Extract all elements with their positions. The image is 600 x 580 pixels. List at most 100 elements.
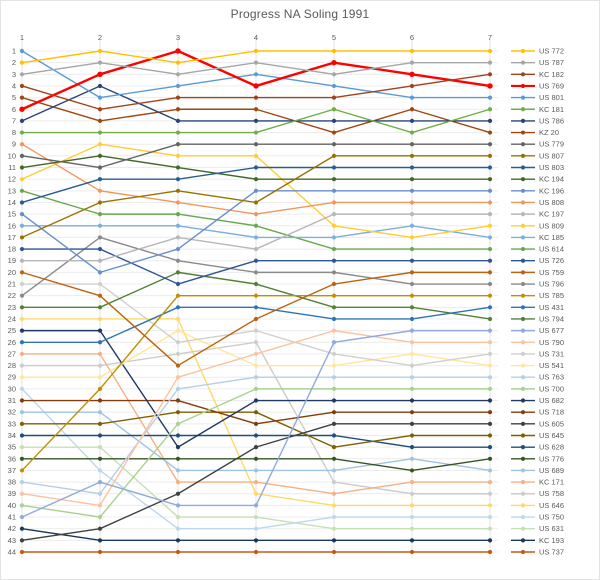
series-point-US-772-race-4 [253,48,259,54]
series-point-US-718-race-7 [487,410,493,415]
series-point-US-759-race-7 [487,270,493,275]
legend-item-label: US 689 [539,466,564,475]
series-point-US-809-race-3 [175,153,181,158]
legend-marker-icon [520,200,526,205]
series-point-US-809-race-4 [253,153,259,158]
series-point-US-803-race-4 [253,165,259,170]
rank-axis-label: 1 [12,47,16,56]
series-point-US-541-race-2 [97,375,103,380]
series-point-US-750-race-4 [253,526,259,531]
rank-axis-label: 5 [12,93,16,102]
series-point-US-759-race-3 [175,363,181,368]
series-point-US-431-race-5 [331,316,337,322]
series-point-US-614-race-4 [253,223,259,228]
series-point-US-605-race-2 [97,526,103,531]
series-point-US-646-race-6 [409,503,415,508]
series-point-US-808-race-6 [409,200,415,205]
legend-item-label: KC 194 [539,175,564,184]
series-point-US-646-race-5 [331,503,337,508]
series-point-US-779-race-7 [487,142,493,147]
series-point-KC-181-race-2 [97,130,103,135]
legend-item-label: KZ 20 [539,128,559,137]
series-point-US-628-race-7 [487,445,493,450]
series-point-US-808-race-3 [175,200,181,205]
series-point-KC-193-race-3 [175,538,181,543]
series-point-US-785-race-4 [253,293,259,298]
series-point-US-808-race-1 [19,142,25,147]
legend-marker-icon [520,363,526,368]
series-point-US-737-race-2 [97,549,103,555]
series-point-US-700-race-7 [487,386,493,391]
series-point-US-790-race-3 [175,375,181,380]
series-point-US-794-race-6 [409,305,415,310]
legend-marker-icon [520,177,526,182]
series-point-US-726-race-7 [487,258,493,263]
series-point-US-763-race-5 [331,375,337,380]
legend-marker-icon [520,83,526,89]
series-point-US-677-race-3 [175,503,181,508]
legend-item-label: US 605 [539,419,564,428]
legend-item-label: KC 181 [539,105,564,114]
series-point-US-801-race-3 [175,83,181,89]
legend-marker-icon [520,526,526,531]
series-point-US-809-race-6 [409,235,415,240]
series-point-US-787-race-2 [97,60,103,65]
series-point-US-541-race-7 [487,363,493,368]
series-point-US-737-race-5 [331,549,337,555]
series-point-KC-182-race-3 [175,95,181,100]
series-point-US-796-race-3 [175,258,181,263]
series-point-US-750-race-2 [97,468,103,473]
series-point-KC-182-race-5 [331,95,337,100]
series-point-KC-181-race-1 [19,130,25,135]
rank-axis-label: 29 [8,373,16,382]
series-point-US-631-race-5 [331,526,337,531]
series-point-US-779-race-1 [19,153,25,158]
series-point-US-759-race-4 [253,316,259,322]
legend-marker-icon [520,223,526,228]
series-point-US-689-race-3 [175,468,181,473]
series-point-US-786-race-5 [331,118,337,124]
legend-item-label: US 731 [539,349,564,358]
series-point-US-645-race-7 [487,433,493,438]
legend-item-label: KC 171 [539,478,564,487]
series-point-US-769-race-4 [253,83,259,89]
legend-item-label: US 726 [539,256,564,265]
legend-marker-icon [520,258,526,263]
series-point-US-772-race-1 [19,60,25,65]
rank-axis-label: 28 [8,361,16,370]
series-point-US-769-race-5 [331,59,337,66]
series-point-US-631-race-1 [19,445,25,450]
series-point-KC-181-race-7 [487,107,493,112]
rank-axis-label: 18 [8,245,16,254]
legend-marker-icon [520,142,526,147]
series-point-US-677-race-5 [331,340,337,345]
series-point-US-758-race-6 [409,491,415,496]
series-point-US-809-race-2 [97,142,103,147]
legend-item-label: US 431 [539,303,564,312]
series-point-US-631-race-6 [409,526,415,531]
legend-item-label: US 801 [539,93,564,102]
rank-axis-label: 31 [8,396,16,405]
series-point-US-646-race-1 [19,316,25,322]
series-point-US-718-race-2 [97,398,103,403]
legend-item-label: US 769 [539,81,564,90]
rank-axis-label: 6 [12,105,16,114]
series-point-US-779-race-3 [175,142,181,147]
series-point-US-785-race-3 [175,293,181,298]
series-point-US-689-race-2 [97,410,103,415]
rank-axis-label: 10 [8,151,16,160]
series-point-US-796-race-2 [97,235,103,240]
series-point-US-758-race-2 [97,363,103,368]
series-point-KC-185-race-5 [331,235,337,240]
series-point-US-787-race-3 [175,72,181,77]
series-point-US-682-race-2 [97,328,103,333]
rank-axis-label: 33 [8,419,16,428]
series-point-US-541-race-5 [331,363,337,368]
race-axis-label: 3 [176,33,180,42]
legend-item-label: US 718 [539,408,564,417]
series-point-KC-181-race-6 [409,130,415,135]
series-point-KC-182-race-2 [97,107,103,112]
series-point-US-605-race-7 [487,421,493,426]
series-point-KC-194-race-3 [175,165,181,170]
rank-axis-label: 13 [8,186,16,195]
